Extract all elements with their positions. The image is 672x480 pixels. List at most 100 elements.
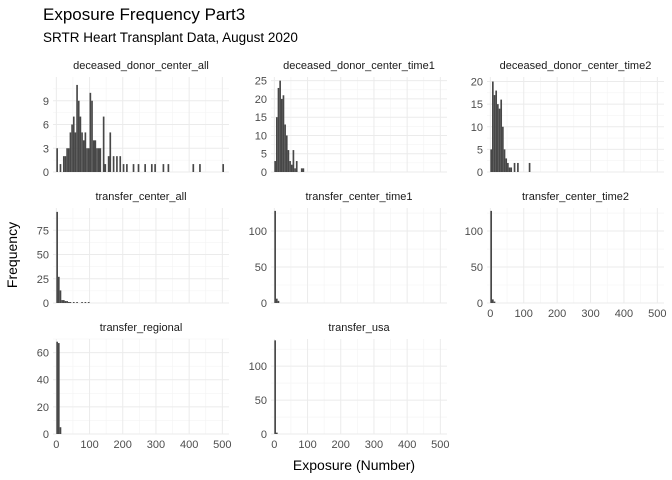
histogram-bar: [528, 162, 531, 172]
histogram-bar: [99, 148, 102, 172]
x-tick-label: 400: [615, 308, 633, 320]
histogram-bar: [107, 156, 110, 172]
histogram-bar: [89, 92, 92, 172]
x-tick-label: 200: [114, 439, 132, 451]
histogram-bar: [102, 116, 105, 172]
facet-panel-transfer_regional: transfer_regional 0 20 40 60 0 100 200 300 400 500: [37, 322, 232, 451]
histogram-bar: [56, 211, 58, 303]
histogram-bar: [82, 140, 85, 172]
facet-strip-label: transfer_regional: [100, 322, 183, 334]
y-tick-label: 100: [249, 226, 267, 238]
x-tick-label: 0: [53, 439, 59, 451]
y-tick-label: 3: [43, 143, 49, 155]
histogram-bar: [122, 164, 125, 172]
histogram-bar: [490, 210, 493, 303]
y-tick-label: 50: [471, 262, 483, 274]
x-tick-label: 100: [298, 439, 316, 451]
x-tick-label: 100: [80, 439, 98, 451]
histogram-bar: [295, 161, 298, 172]
histogram-bar: [87, 302, 90, 303]
histogram-bar: [493, 301, 496, 303]
histogram-bar: [290, 164, 293, 172]
y-tick-label: 0: [43, 298, 49, 310]
histogram-bar: [132, 164, 135, 172]
histogram-bar: [76, 302, 78, 303]
y-tick-label: 50: [37, 250, 49, 262]
y-tick-label: 50: [255, 262, 267, 274]
histogram-bar: [56, 148, 58, 172]
histogram-bar: [137, 164, 140, 172]
histogram-bar: [126, 164, 128, 172]
y-tick-label: 0: [477, 298, 483, 310]
histogram-bar: [500, 99, 503, 172]
facet-panel-transfer_center_all: transfer_center_all 0 25 50 75: [37, 191, 229, 310]
y-tick-label: 0: [43, 429, 49, 441]
facet-panel-transfer_center_time2: transfer_center_time2 0 50 100 0 100 200 300 400…: [465, 191, 667, 320]
histogram-bar: [109, 132, 112, 172]
histogram-bar: [287, 150, 290, 172]
y-tick-label: 100: [249, 361, 267, 373]
histogram-bar: [517, 162, 519, 172]
facet-panels: deceased_donor_center_all0369deceased_do…: [37, 60, 667, 451]
y-tick-label: 100: [465, 226, 483, 238]
x-tick-label: 0: [487, 308, 493, 320]
histogram-bar: [302, 168, 305, 172]
y-tick-label: 0: [261, 429, 267, 441]
facet-strip-label: transfer_center_time1: [306, 191, 413, 203]
histogram-bar: [67, 302, 70, 303]
histogram-bar: [284, 124, 286, 172]
histogram-bar: [64, 156, 67, 172]
histogram-bar: [192, 164, 195, 172]
facet-strip-label: deceased_donor_center_time1: [283, 60, 435, 72]
histogram-bar: [57, 276, 60, 303]
histogram-bar: [104, 164, 107, 172]
y-tick-label: 15: [471, 99, 483, 111]
histogram-bar: [91, 100, 93, 172]
histogram-bar: [59, 427, 62, 434]
y-axis-title: Frequency: [4, 222, 20, 288]
histogram-bar: [72, 302, 75, 303]
histogram-bar: [507, 162, 509, 172]
y-tick-label: 20: [37, 402, 49, 414]
histogram-bar: [56, 341, 58, 434]
y-tick-label: 40: [37, 375, 49, 387]
y-tick-label: 0: [43, 167, 49, 179]
y-tick-label: 9: [43, 96, 49, 108]
facet-panel-transfer_usa: transfer_usa 0 50 100 0 100 200 300 400 500: [249, 322, 450, 451]
histogram-bar: [274, 210, 276, 303]
y-tick-label: 20: [471, 77, 483, 89]
x-tick-label: 300: [581, 308, 599, 320]
facet-panel-deceased_donor_center_all: deceased_donor_center_all 0 3 6 9: [43, 60, 229, 179]
y-tick-label: 60: [37, 348, 49, 360]
y-tick-label: 10: [255, 130, 267, 142]
histogram-bar: [69, 302, 72, 303]
y-tick-label: 15: [255, 112, 267, 124]
facet-strip-label: deceased_donor_center_all: [73, 60, 209, 72]
y-tick-label: 20: [255, 94, 267, 106]
chart-subtitle: SRTR Heart Transplant Data, August 2020: [43, 30, 298, 45]
histogram-bar: [505, 158, 508, 172]
histogram-bar: [502, 126, 504, 172]
histogram-bar: [74, 132, 77, 172]
histogram-bar: [294, 168, 296, 172]
x-tick-label: 100: [515, 308, 533, 320]
facet-panel-transfer_center_time1: transfer_center_time1 0 50 100: [249, 191, 447, 310]
histogram-bar: [495, 90, 498, 172]
y-tick-label: 0: [477, 167, 483, 179]
y-tick-label: 10: [471, 122, 483, 134]
facet-strip-label: transfer_center_all: [95, 191, 186, 203]
histogram-bar: [167, 164, 170, 172]
histogram-bar: [510, 167, 513, 172]
histogram-bar: [69, 132, 72, 172]
histogram-bar: [76, 84, 78, 172]
x-axis-title: Exposure (Number): [293, 457, 415, 473]
histogram-bar: [116, 156, 118, 172]
histogram-bar: [72, 116, 75, 172]
histogram-bar: [274, 340, 276, 434]
histogram-bar: [279, 80, 281, 172]
histogram-bar: [59, 164, 62, 172]
histogram-bar: [277, 300, 280, 303]
x-tick-label: 400: [398, 439, 416, 451]
histogram-bar: [492, 81, 494, 172]
histogram-bar: [508, 167, 511, 172]
